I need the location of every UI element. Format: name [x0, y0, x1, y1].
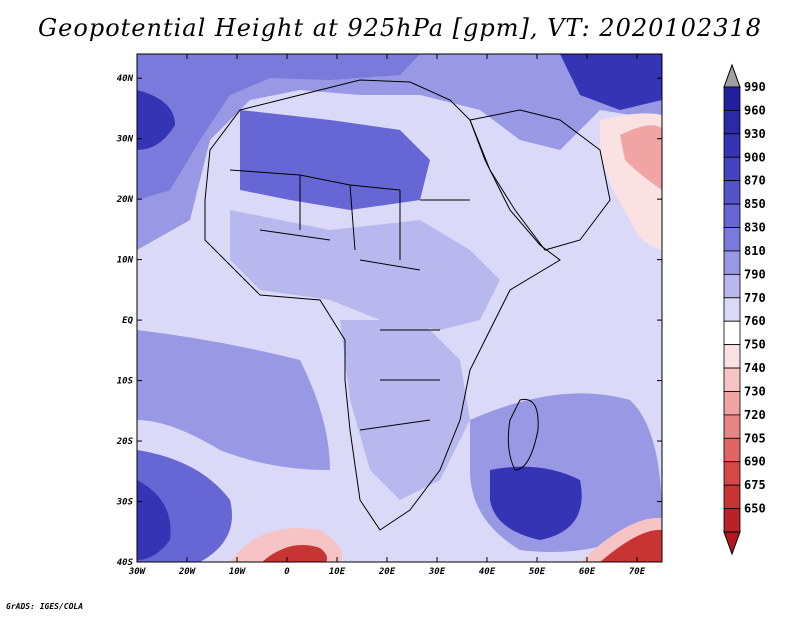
colorbar-label: 770 — [744, 291, 766, 305]
colorbar-swatch — [723, 156, 741, 182]
colorbar-label: 720 — [744, 408, 766, 422]
africa-coastline — [204, 79, 561, 531]
field-core-south-atlantic — [262, 545, 328, 562]
colorbar-label: 730 — [744, 384, 766, 398]
colorbar-label: 960 — [744, 103, 766, 117]
colorbar-swatch — [723, 437, 741, 463]
colorbar-label: 650 — [744, 502, 766, 516]
lon-tick-label: 40E — [479, 567, 496, 577]
colorbar-top-arrow — [723, 63, 741, 88]
lon-tick-label: 30W — [128, 567, 147, 577]
colorbar-swatch — [723, 508, 741, 533]
colorbar-label: 810 — [744, 244, 766, 258]
field-core-south-indian — [600, 529, 662, 562]
colorbar-swatch — [723, 273, 741, 299]
colorbar-label: 900 — [744, 150, 766, 164]
country-borders — [229, 169, 470, 431]
colorbar-swatch — [723, 180, 741, 205]
field-sahel — [230, 210, 500, 330]
colorbar-bottom-arrow — [723, 531, 741, 556]
colorbar-swatch — [723, 344, 741, 369]
lat-tick-label: 10N — [117, 256, 134, 266]
lat-tick-label: 30N — [116, 135, 134, 145]
lat-tick-label: 20N — [116, 195, 134, 205]
colorbar-swatch — [723, 86, 741, 111]
colorbar: 990 960 930 900 870 850 830 810 790 770 760 750 740 7… — [723, 63, 766, 556]
colorbar-label: 830 — [744, 221, 766, 235]
lat-tick-label: EQ — [122, 316, 133, 326]
colorbar-swatch — [723, 461, 741, 486]
lat-tick-label: 30S — [116, 498, 134, 508]
lon-tick-label: 10E — [329, 567, 346, 577]
colorbar-swatch — [723, 110, 741, 135]
colorbar-label: 675 — [744, 478, 766, 492]
colorbar-swatch — [723, 320, 741, 346]
colorbar-label: 870 — [744, 174, 766, 188]
field-south-atlantic — [137, 330, 330, 470]
field-sahara — [240, 110, 430, 210]
field-southern-africa — [340, 320, 470, 500]
coastlines — [204, 79, 611, 531]
field-indian-ocean-low — [490, 466, 582, 540]
colorbar-label: 790 — [744, 267, 766, 281]
field-low-caspian — [560, 54, 662, 110]
colorbar-swatch — [723, 391, 741, 416]
colorbar-label: 760 — [744, 314, 766, 328]
height-field — [137, 54, 662, 562]
plot-frame — [136, 53, 663, 563]
colorbar-swatch — [723, 367, 741, 392]
lon-tick-label: 10W — [229, 567, 247, 577]
field-band-north — [137, 54, 662, 250]
colorbar-swatch — [723, 133, 741, 158]
colorbar-swatch — [723, 297, 741, 322]
lon-tick-label: 30E — [428, 567, 446, 577]
colorbar-swatch — [723, 203, 741, 228]
lon-tick-label: 0 — [284, 567, 290, 577]
lat-tick-label: 40N — [117, 74, 134, 84]
colorbar-label: 740 — [744, 361, 766, 375]
lon-tick-label: 60E — [579, 567, 596, 577]
colorbar-label: 690 — [744, 455, 766, 469]
field-south-atlantic-low — [137, 480, 171, 560]
latitude-axis: 40N 30N 20N 10N EQ 10S 20S 30S 40S — [116, 74, 662, 568]
madagascar-coastline — [507, 398, 539, 471]
lat-tick-label: 10S — [117, 377, 134, 387]
colorbar-swatch — [723, 227, 741, 252]
map-title: Geopotential Height at 925hPa [gpm], VT:… — [38, 14, 762, 42]
credit-text: GrADS: IGES/COLA — [6, 602, 84, 611]
colorbar-swatch — [723, 250, 741, 275]
colorbar-label: 750 — [744, 338, 766, 352]
lon-tick-label: 50E — [529, 567, 546, 577]
field-low-atlantic — [137, 90, 175, 150]
field-core-arabian — [620, 125, 662, 190]
colorbar-label: 705 — [744, 431, 766, 445]
lon-tick-label: 20W — [178, 567, 197, 577]
arabia-coastline — [469, 109, 611, 251]
colorbar-label: 850 — [744, 197, 766, 211]
colorbar-label: 990 — [744, 80, 766, 94]
colorbar-swatch — [723, 414, 741, 439]
lon-tick-label: 20E — [378, 567, 396, 577]
lat-tick-label: 20S — [116, 437, 134, 447]
lat-tick-label: 40S — [117, 558, 134, 568]
colorbar-label: 930 — [744, 127, 766, 141]
lon-tick-label: 70E — [629, 567, 646, 577]
colorbar-swatch — [723, 484, 741, 509]
field-band-north-deep — [137, 54, 420, 200]
longitude-axis: 30W 20W 10W 0 10E 20E 30E 40E 50E 60E 70E — [128, 54, 646, 577]
